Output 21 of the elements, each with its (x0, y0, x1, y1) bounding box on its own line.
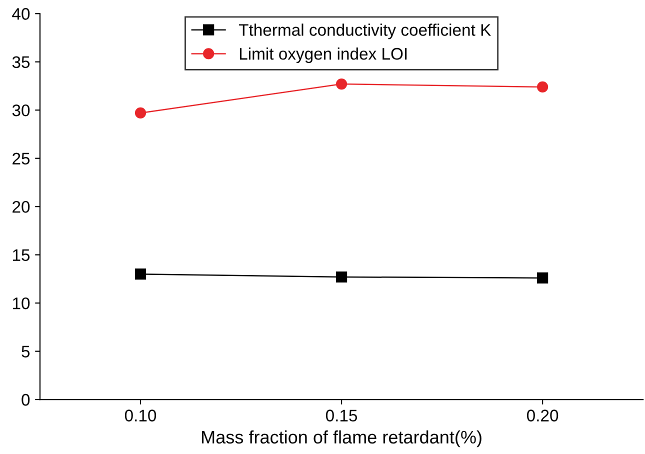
point (134, 107, 146, 119)
point (134, 268, 146, 280)
y-tick-label: 35 (12, 56, 30, 68)
y-tick-label: 30 (12, 104, 30, 116)
x-axis-title: Mass fraction of flame retardant(%) (202, 430, 482, 448)
y-tick-label: 20 (12, 200, 30, 213)
x-tick-label: 0.20 (526, 410, 558, 422)
point (336, 78, 348, 90)
x-tick-label: 0.10 (124, 410, 156, 422)
x-tick-label: 0.15 (326, 410, 358, 422)
y-tick-label: 15 (13, 249, 30, 262)
y-tick-label: 5 (22, 346, 30, 358)
y-tick-label: 10 (13, 297, 30, 310)
point (536, 81, 548, 92)
point (336, 271, 348, 283)
y-tick-label: 0 (22, 394, 30, 406)
point (536, 272, 548, 284)
y-tick-label: 25 (12, 152, 30, 165)
legend-label: Limit oxygen index LOI (240, 47, 407, 64)
legend-label: Tthermal conductivity coefficient K (238, 24, 491, 40)
y-tick-label: 40 (12, 8, 30, 20)
